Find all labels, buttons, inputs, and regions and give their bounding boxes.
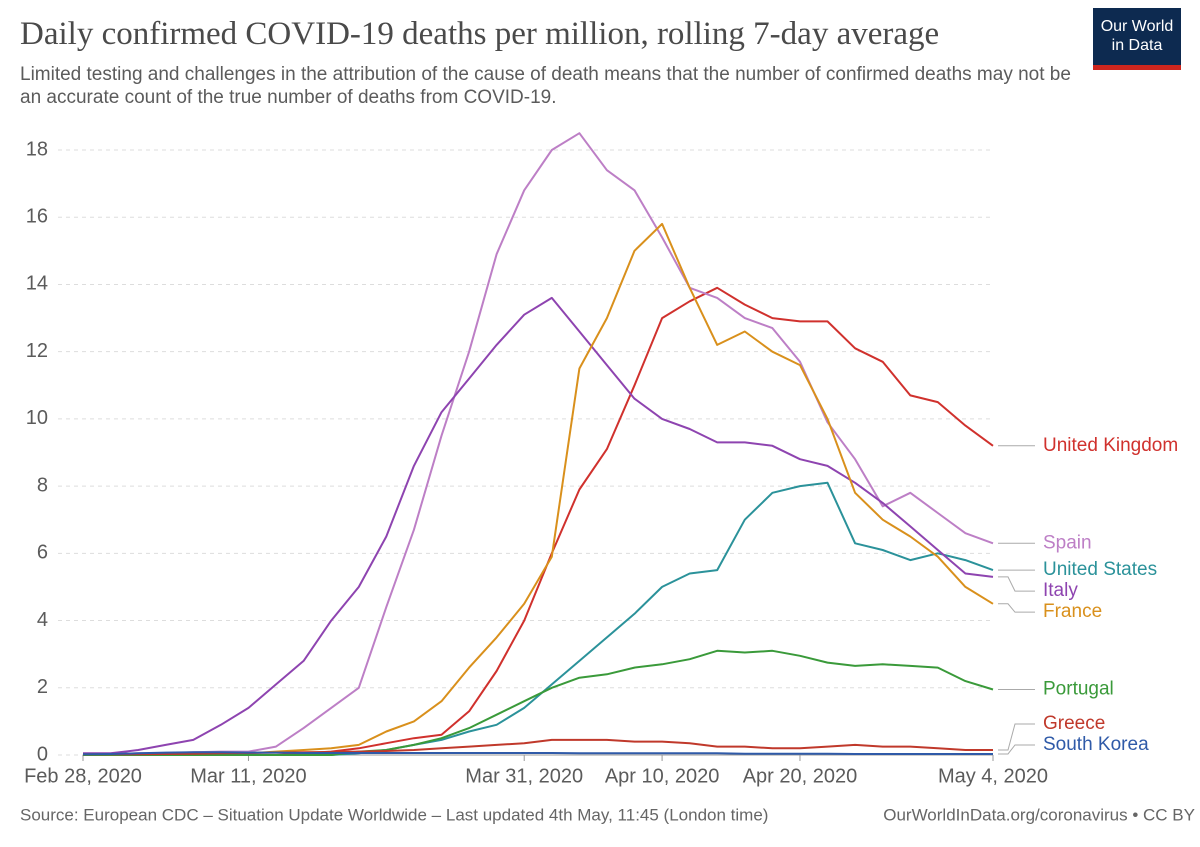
label-connector — [998, 576, 1035, 592]
chart-title: Daily confirmed COVID-19 deaths per mill… — [20, 16, 940, 52]
x-tick-label: Mar 31, 2020 — [465, 765, 583, 787]
legend-label: United Kingdom — [1043, 435, 1178, 456]
x-tick-label: Mar 11, 2020 — [190, 765, 306, 787]
x-tick-label: Apr 10, 2020 — [605, 765, 720, 787]
logo-text: Our World — [1100, 18, 1174, 35]
y-tick-label: 12 — [26, 340, 48, 362]
series-line — [82, 132, 994, 756]
y-tick-label: 2 — [37, 676, 48, 698]
legend-label: Greece — [1043, 713, 1105, 734]
x-tick-label: Feb 28, 2020 — [24, 765, 142, 787]
series-line — [83, 296, 994, 755]
y-tick-label: 16 — [26, 206, 48, 228]
source-note: Source: European CDC – Situation Update … — [20, 805, 768, 824]
label-connector — [998, 744, 1035, 755]
x-tick-label: Apr 20, 2020 — [743, 765, 858, 787]
label-connector — [998, 603, 1035, 613]
x-tick-label: May 4, 2020 — [938, 765, 1048, 787]
series-line — [83, 222, 994, 756]
y-tick-label: 10 — [26, 407, 48, 429]
y-tick-label: 18 — [26, 138, 48, 160]
y-tick-label: 8 — [37, 474, 48, 496]
legend-label: Italy — [1043, 580, 1078, 601]
chart-subtitle: Limited testing and challenges in the at… — [20, 64, 1071, 108]
logo-text: in Data — [1111, 37, 1163, 54]
label-connector — [998, 723, 1035, 751]
series-line — [83, 481, 994, 756]
y-tick-label: 14 — [26, 273, 48, 295]
legend-label: United States — [1043, 559, 1157, 580]
logo: Our World in Data — [1093, 8, 1181, 70]
y-tick-label: 6 — [37, 542, 48, 564]
credit-note: OurWorldInData.org/coronavirus • CC BY — [883, 805, 1195, 824]
legend-label: Spain — [1043, 532, 1092, 553]
legend-label: Portugal — [1043, 678, 1114, 699]
series-line — [82, 751, 993, 756]
series-line — [83, 286, 994, 756]
series-line — [83, 649, 994, 756]
y-tick-label: 4 — [37, 609, 48, 631]
legend-label: South Korea — [1043, 734, 1149, 755]
legend-label: France — [1043, 601, 1102, 622]
y-tick-label: 0 — [37, 743, 48, 765]
